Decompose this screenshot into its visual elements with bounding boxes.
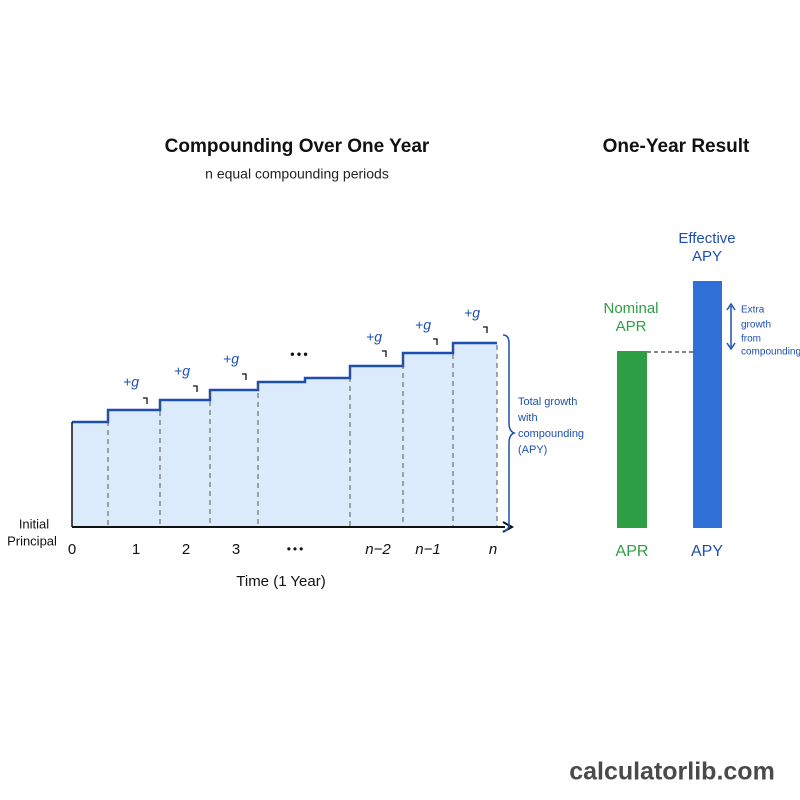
ellipsis: ••• (290, 346, 310, 361)
extra-label: growth (741, 320, 771, 331)
step-label: +g (123, 374, 139, 390)
brace-label: (APY) (518, 444, 547, 456)
step-label: +g (366, 329, 382, 345)
apy-label: APY (691, 543, 723, 560)
period-dividers (107, 345, 498, 527)
brace-label: Total growth (518, 396, 577, 408)
brace-label: with (517, 412, 538, 424)
x-tick-label: 1 (132, 541, 140, 558)
growth-area (72, 343, 497, 527)
step-hooks (143, 326, 488, 404)
left-title: Compounding Over One Year (165, 136, 430, 157)
y-label: Initial (19, 516, 49, 531)
x-tick-label: n−2 (365, 541, 391, 558)
extra-label: compounding (741, 347, 800, 358)
footer-brand: calculatorlib.com (569, 758, 775, 786)
x-tick-label: 0 (68, 541, 76, 558)
effective-label: Effective (678, 230, 735, 247)
apy-bar (693, 281, 722, 528)
step-label: +g (415, 317, 431, 333)
x-tick-label: n−1 (415, 541, 440, 558)
x-tick-label: ••• (287, 542, 306, 556)
step-label: +g (464, 305, 480, 321)
step-label: +g (174, 363, 190, 379)
right-title: One-Year Result (603, 136, 750, 157)
x-tick-label: 2 (182, 541, 190, 558)
extra-label: Extra (741, 305, 765, 316)
apr-label: APR (616, 543, 649, 560)
effective-label: APY (692, 248, 722, 265)
x-tick-label: 3 (232, 541, 240, 558)
left-subtitle: n equal compounding periods (205, 166, 389, 182)
nominal-label: Nominal (603, 300, 658, 317)
brace (502, 334, 517, 532)
x-tick-label: n (489, 541, 497, 558)
nominal-label: APR (616, 318, 647, 335)
apr-bar (617, 351, 647, 528)
x-title: Time (1 Year) (236, 573, 325, 590)
step-label: +g (223, 351, 239, 367)
growth-step-line (72, 341, 497, 424)
extra-label: from (741, 334, 761, 345)
extra-arrow (726, 302, 736, 351)
brace-label: compounding (518, 428, 584, 440)
y-label: Principal (7, 533, 57, 548)
